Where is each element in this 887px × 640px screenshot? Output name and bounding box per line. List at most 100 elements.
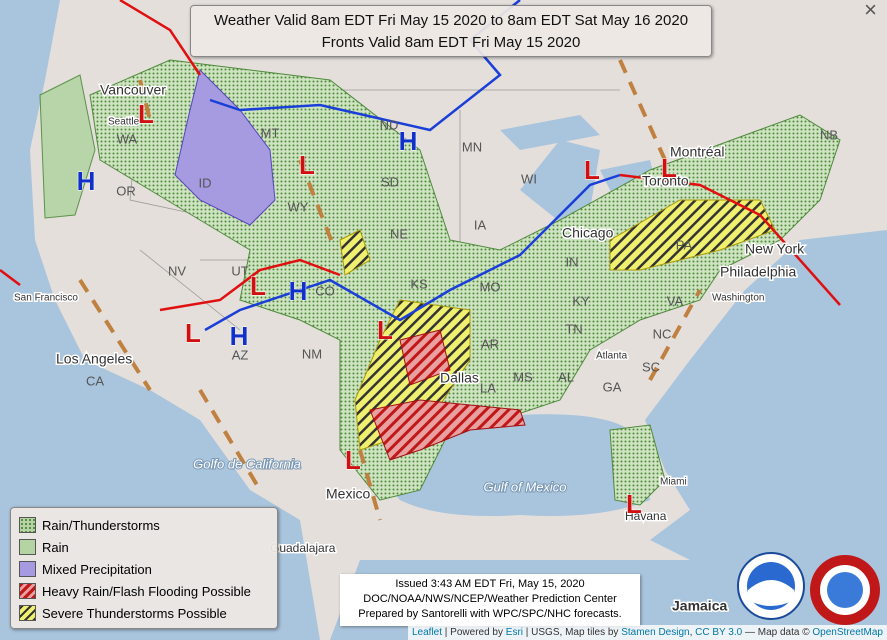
state-label: CA: [86, 373, 104, 388]
legend-swatch: [19, 517, 36, 533]
legend-item: Mixed Precipitation: [19, 558, 269, 580]
close-button[interactable]: ×: [864, 0, 877, 22]
city-label: Toronto: [642, 173, 689, 189]
legend-swatch: [19, 583, 36, 599]
legend-item: Heavy Rain/Flash Flooding Possible: [19, 580, 269, 602]
lakes: [500, 115, 700, 235]
issued-info: Issued 3:43 AM EDT Fri, May 15, 2020 DOC…: [340, 574, 640, 626]
low-pressure: L: [626, 489, 642, 519]
state-label: IA: [474, 217, 487, 232]
legend-label: Mixed Precipitation: [42, 561, 152, 577]
pacific: [0, 0, 320, 640]
warm-front: [0, 0, 841, 312]
state-label: ND: [380, 117, 399, 132]
state-label: KS: [410, 276, 428, 291]
city-label: Havana: [625, 509, 667, 523]
issued-line: Prepared by Santorelli with WPC/SPC/NHC …: [358, 608, 622, 620]
attribution-text: | Powered by: [442, 627, 506, 638]
city-label: New York: [745, 241, 805, 257]
legend: Rain/Thunderstorms Rain Mixed Precipitat…: [10, 507, 278, 629]
state-label: VA: [667, 293, 684, 308]
city-label: Jamaica: [672, 598, 727, 614]
state-label: NB: [820, 127, 838, 142]
low-pressure: L: [584, 155, 600, 185]
link[interactable]: Leaflet: [412, 627, 443, 638]
issued-line: DOC/NOAA/NWS/NCEP/Weather Prediction Cen…: [363, 593, 617, 605]
legend-swatch: [19, 539, 36, 555]
atlantic: [645, 230, 887, 575]
noaa-logo: [737, 552, 805, 620]
header-line: Weather Valid 8am EDT Fri May 15 2020 to…: [213, 12, 689, 29]
legend-label: Heavy Rain/Flash Flooding Possible: [42, 583, 251, 599]
city-labels: Vancouver Seattle San Francisco Los Ange…: [13, 80, 807, 615]
rain-thunderstorms-area: [89, 59, 841, 501]
low-pressure: L: [250, 271, 266, 301]
state-label: NE: [390, 226, 408, 241]
link[interactable]: OpenStreetMap: [812, 627, 883, 638]
state-label: KY: [572, 293, 590, 308]
legend-swatch: [19, 605, 36, 621]
link[interactable]: CC BY 3.0: [695, 627, 743, 638]
state-label: MS: [513, 369, 533, 384]
legend-swatch: [19, 561, 36, 577]
state-label: PA: [676, 237, 693, 252]
link[interactable]: Stamen Design: [621, 627, 690, 638]
legend-item: Rain/Thunderstorms: [19, 514, 269, 536]
state-label: UT: [231, 263, 248, 278]
high-pressure: H: [289, 276, 308, 306]
legend-label: Severe Thunderstorms Possible: [42, 605, 227, 621]
state-label: TN: [565, 321, 582, 336]
attribution-text: | USGS, Map tiles by: [523, 627, 622, 638]
header-line: Fronts Valid 8am EDT Fri May 15 2020: [321, 34, 581, 51]
state-label: AZ: [232, 347, 249, 362]
legend-label: Rain: [42, 539, 69, 555]
state-label: SC: [642, 359, 660, 374]
attribution-text: — Map data ©: [742, 627, 813, 638]
state-label: OR: [116, 183, 136, 198]
state-label: SD: [381, 174, 399, 189]
water-label: Gulf of Mexico: [483, 479, 566, 494]
state-label: GA: [603, 379, 622, 394]
city-label: Mexico: [326, 486, 371, 502]
state-label: NC: [653, 326, 672, 341]
low-pressure: L: [138, 99, 154, 129]
issued-line: Issued 3:43 AM EDT Fri, May 15, 2020: [395, 578, 585, 590]
trough: [78, 59, 702, 521]
state-label: ID: [199, 175, 212, 190]
city-label: Guadalajara: [270, 541, 336, 555]
city-label: Washington: [712, 293, 764, 304]
heavy-rain-area: [369, 329, 526, 461]
state-label: AR: [481, 336, 499, 351]
state-label: MN: [462, 139, 482, 154]
rain-area: [39, 74, 96, 219]
city-label: Dallas: [440, 370, 479, 386]
attribution: Leaflet | Powered by Esri | USGS, Map ti…: [408, 625, 887, 640]
low-pressure: L: [661, 153, 677, 183]
city-label: San Francisco: [14, 293, 78, 304]
high-pressure: H: [77, 166, 96, 196]
state-label: CO: [315, 283, 335, 298]
state-label: LA: [480, 380, 496, 395]
pressure-centers: H H H H L L L L L L L L L: [76, 98, 677, 519]
state-label: IN: [566, 254, 579, 269]
city-label: Los Angeles: [56, 351, 132, 367]
header: Weather Valid 8am EDT Fri May 15 2020 to…: [190, 5, 712, 57]
city-label: Philadelphia: [720, 264, 796, 280]
link[interactable]: Esri: [505, 627, 524, 638]
city-label: Atlanta: [596, 351, 628, 362]
city-label: Montréal: [670, 144, 724, 160]
high-pressure: H: [399, 126, 418, 156]
state-label: WY: [288, 199, 309, 214]
mixed-precipitation-area: [174, 69, 276, 226]
state-labels: WA OR ID MT WY NV UT CO AZ NM ND SD NE K…: [86, 117, 838, 395]
state-label: NV: [168, 263, 186, 278]
low-pressure: L: [299, 150, 315, 180]
low-pressure: L: [377, 315, 393, 345]
city-label: Vancouver: [100, 82, 166, 98]
state-label: WA: [117, 131, 138, 146]
state-label: WI: [521, 171, 537, 186]
nws-logo: [810, 555, 880, 625]
legend-label: Rain/Thunderstorms: [42, 517, 160, 533]
high-pressure: H: [230, 321, 249, 351]
